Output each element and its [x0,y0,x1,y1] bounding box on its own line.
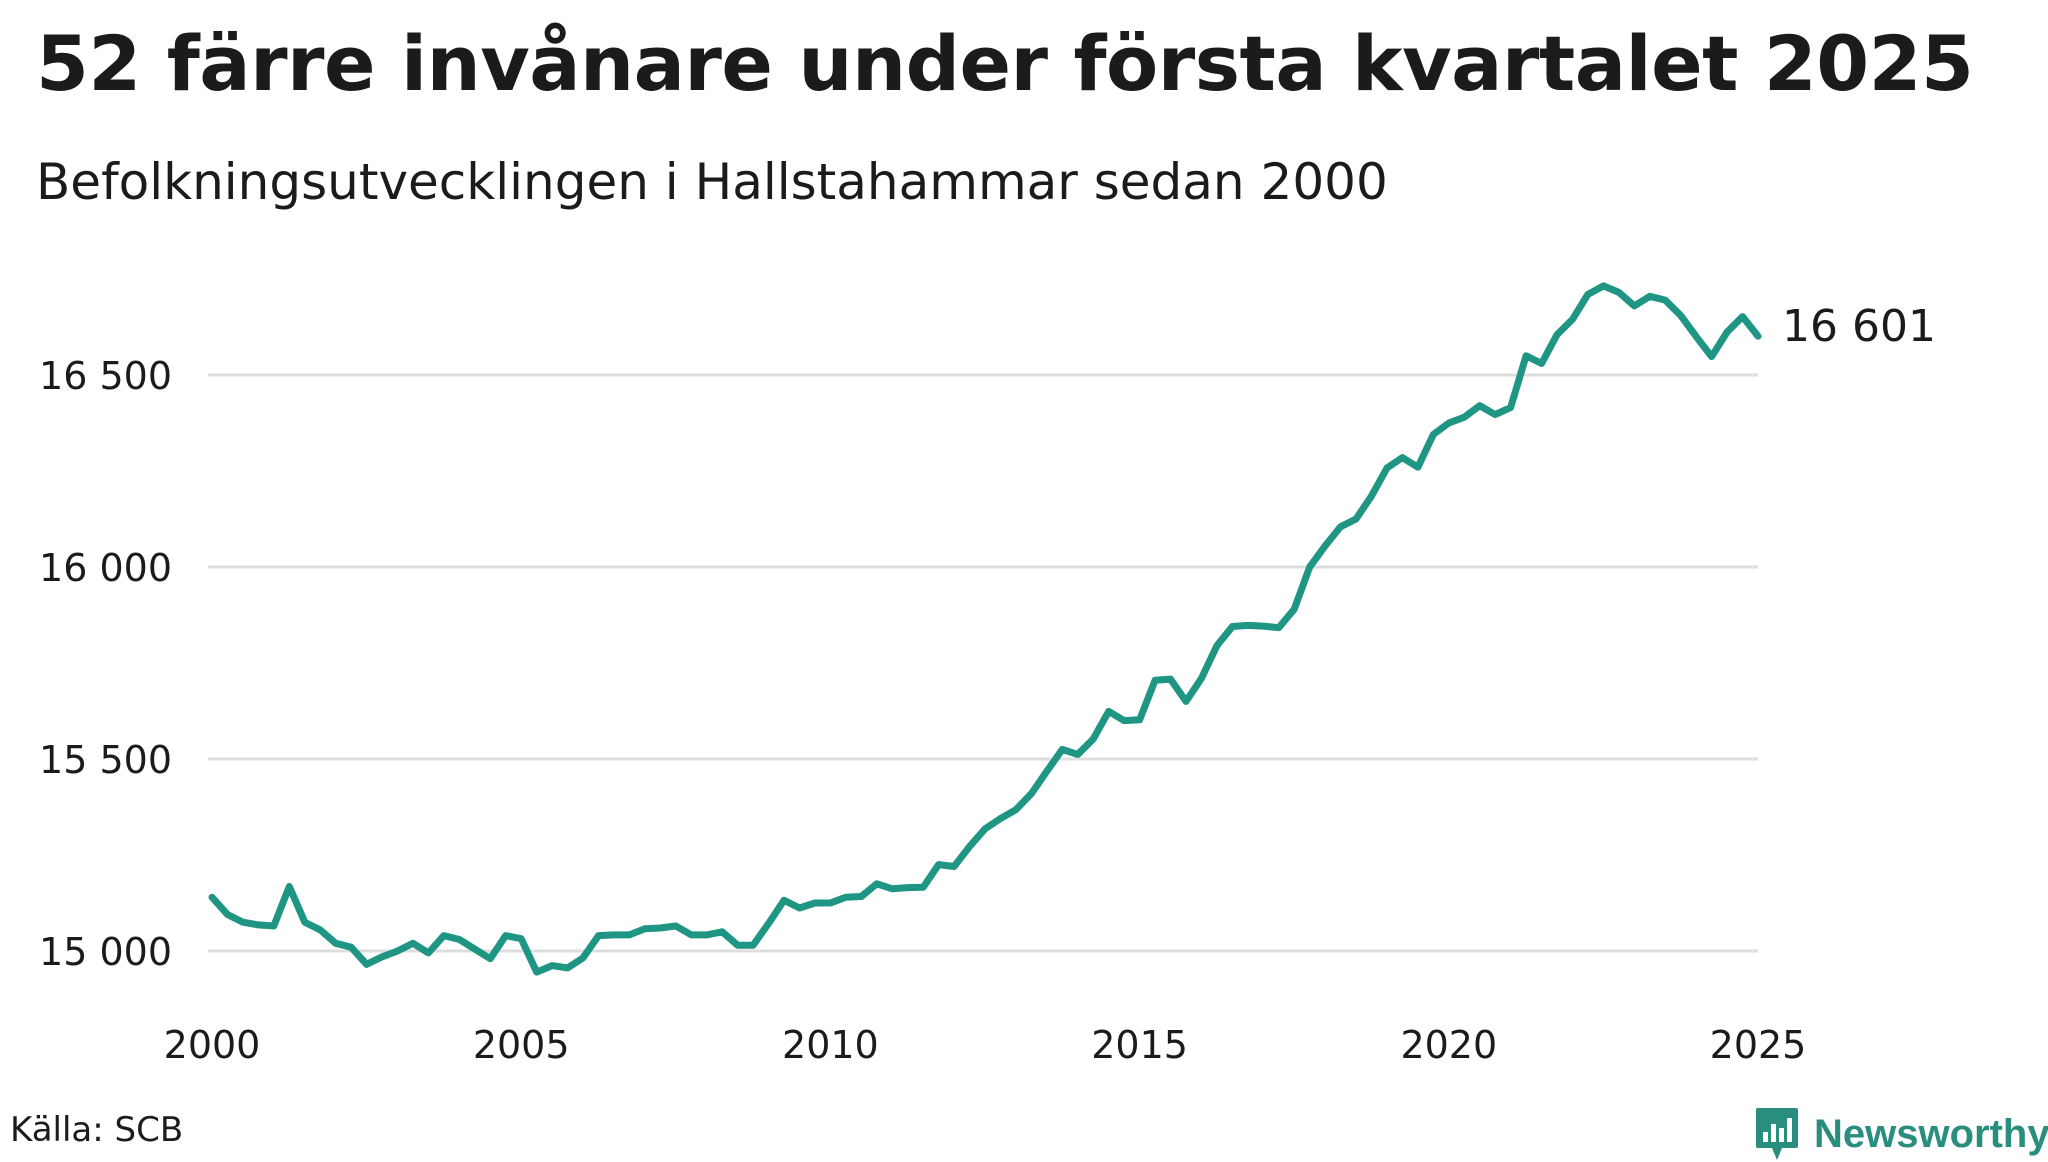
gridlines [208,373,1758,953]
y-tick-label: 15 000 [39,930,172,974]
x-tick-label: 2025 [1710,1023,1807,1067]
x-tick-label: 2015 [1091,1023,1188,1067]
y-tick-label: 15 500 [39,738,172,782]
end-value-label: 16 601 [1782,301,1936,352]
source-note: Källa: SCB [10,1110,184,1150]
x-tick-label: 2010 [782,1023,879,1067]
population-series-line [208,282,1762,976]
x-tick-label: 2005 [473,1023,570,1067]
newsworthy-logo: Newsworthy [1754,1106,2048,1162]
page-title: 52 färre invånare under första kvartalet… [36,19,1974,108]
y-tick-label: 16 500 [39,354,172,398]
x-tick-label: 2000 [164,1023,261,1067]
page-subtitle: Befolkningsutvecklingen i Hallstahammar … [36,153,1388,211]
y-tick-label: 16 000 [39,546,172,590]
y-axis-ticks: 15 000 15 500 16 000 16 500 [39,354,172,974]
x-tick-label: 2020 [1400,1023,1497,1067]
x-axis-ticks: 2000 2005 2010 2015 2020 2025 [164,1023,1807,1067]
series-layer [208,282,1762,976]
brand-name: Newsworthy [1814,1111,2048,1156]
bar-chart-logo-icon [1756,1108,1798,1160]
